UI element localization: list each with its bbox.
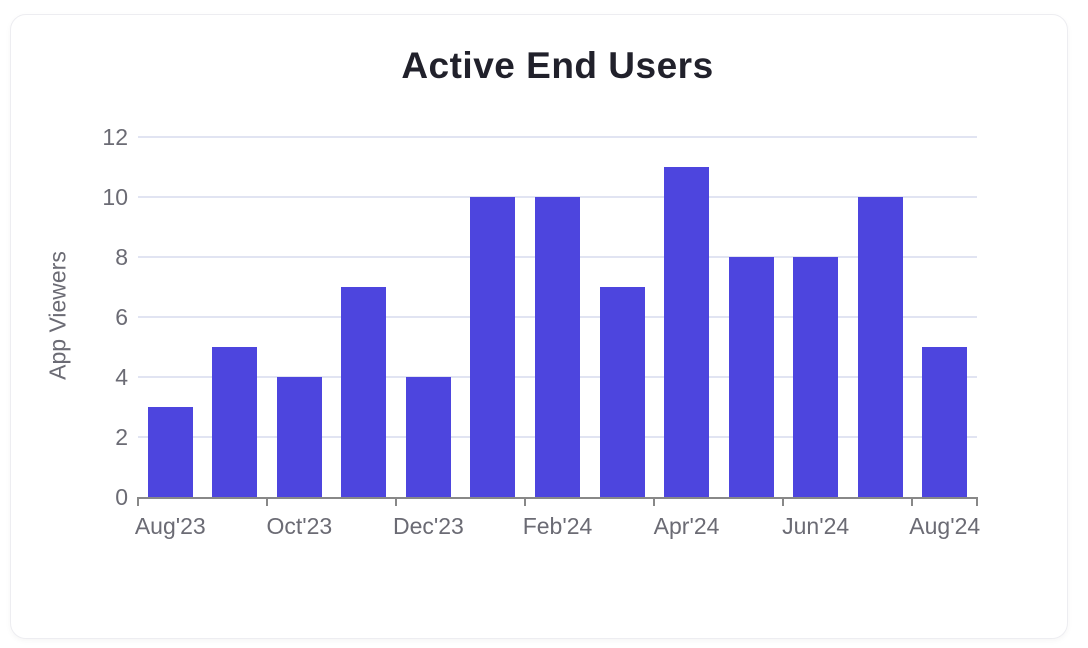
y-tick-label: 8 (115, 243, 128, 270)
bar-Nov'23[interactable] (341, 287, 387, 497)
x-tick-label: Oct'23 (266, 513, 333, 539)
bar-Mar'24[interactable] (599, 287, 645, 497)
bar-Sep'23[interactable] (212, 347, 258, 497)
y-tick-label: 2 (115, 423, 128, 450)
x-tick (782, 497, 785, 506)
y-axis-label: App Viewers (44, 251, 71, 380)
y-tick-label: 0 (115, 483, 128, 510)
bar-Aug'23[interactable] (147, 407, 193, 497)
gridline-y-12 (138, 136, 977, 138)
x-tick (395, 497, 398, 506)
chart-card: Active End Users 0 2 4 6 8 10 12 App Viewers Aug… (10, 14, 1068, 639)
x-tick (266, 497, 269, 506)
y-tick-label: 4 (115, 363, 128, 390)
bar-Aug'24[interactable] (922, 347, 968, 497)
x-tick (976, 497, 978, 506)
x-tick-label: Apr'24 (653, 513, 720, 539)
bar-Feb'24[interactable] (535, 197, 580, 497)
x-tick-label: Jun'24 (782, 513, 850, 539)
y-tick-label: 6 (115, 303, 128, 330)
bar-Apr'24[interactable] (664, 167, 710, 497)
bar-Oct'23[interactable] (276, 377, 322, 497)
bar-Jan'24[interactable] (470, 197, 516, 497)
x-tick (137, 497, 139, 506)
x-tick-label: Aug'23 (134, 513, 206, 539)
y-tick-label: 10 (102, 183, 128, 210)
x-tick (653, 497, 656, 506)
bar-chart: 0 2 4 6 8 10 12 App Viewers Aug'23 Oct'23 Dec'23 Fe… (11, 15, 1067, 638)
x-tick-label: Aug'24 (909, 513, 981, 539)
bar-May'24[interactable] (728, 257, 774, 497)
bar-Jul'24[interactable] (857, 197, 903, 497)
bar-Jun'24[interactable] (793, 257, 839, 497)
x-tick (911, 497, 914, 506)
x-tick (524, 497, 527, 506)
chart-title: Active End Users (401, 45, 714, 86)
x-tick-label: Dec'23 (392, 513, 464, 539)
bar-Dec'23[interactable] (405, 377, 451, 497)
x-axis-line (137, 497, 978, 499)
x-tick-label: Feb'24 (522, 513, 593, 539)
y-tick-label: 12 (102, 123, 128, 150)
